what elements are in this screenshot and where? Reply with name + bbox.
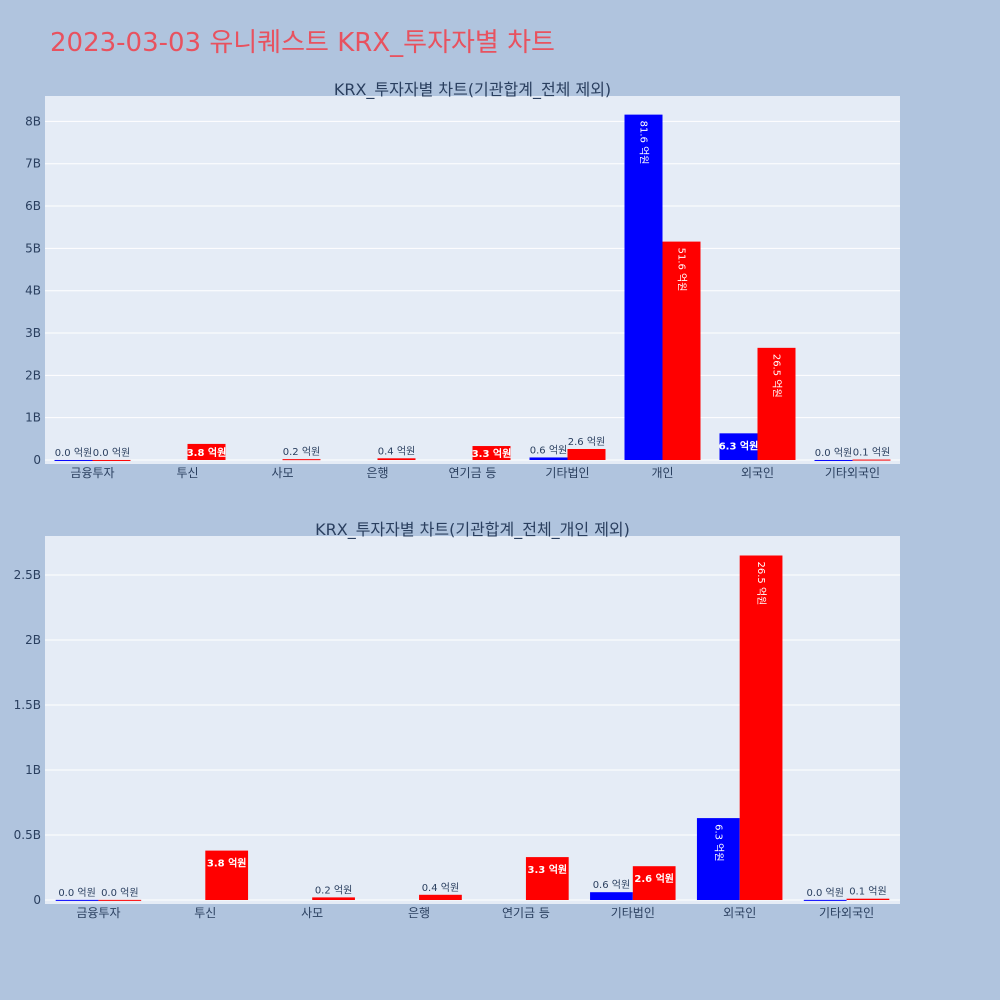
bar (377, 458, 416, 460)
data-label: 0.0 억원 (806, 887, 843, 899)
x-tick-label: 연기금 등 (502, 906, 550, 920)
x-tick-label: 외국인 (741, 466, 774, 480)
bar (98, 899, 142, 901)
data-label: 26.5 억원 (771, 354, 783, 398)
y-tick-label: 0 (33, 453, 41, 467)
y-tick-label: 0.5B (14, 828, 41, 842)
bar (852, 459, 891, 461)
bar (719, 433, 758, 460)
data-label: 2.6 억원 (634, 872, 674, 885)
y-tick-label: 5B (25, 241, 41, 255)
y-tick-label: 1B (25, 763, 41, 777)
bar (567, 448, 606, 460)
y-tick-label: 8B (25, 114, 41, 128)
bar (696, 818, 740, 900)
data-label: 0.6 억원 (530, 444, 567, 456)
bar (529, 457, 568, 460)
y-tick-label: 4B (25, 284, 41, 298)
bar (662, 241, 701, 460)
y-tick-label: 1B (25, 411, 41, 425)
data-label: 0.1 억원 (853, 447, 890, 459)
x-tick-label: 투신 (176, 466, 198, 480)
x-tick-label: 투신 (194, 906, 216, 920)
data-label: 0.0 억원 (58, 887, 95, 899)
page-title: 2023-03-03 유니퀘스트 KRX_투자자별 차트 (50, 28, 555, 58)
bar (803, 899, 847, 901)
data-label: 0.2 억원 (315, 884, 352, 896)
bar (525, 857, 569, 900)
x-tick-label: 금융투자 (76, 906, 120, 920)
data-label: 3.3 억원 (472, 447, 512, 460)
x-tick-label: 사모 (301, 906, 323, 920)
bar (55, 899, 99, 901)
bar (312, 897, 355, 900)
bar (624, 114, 663, 460)
y-tick-label: 2B (25, 368, 41, 382)
data-label: 26.5 억원 (755, 562, 767, 606)
data-label: 0.0 억원 (101, 887, 138, 899)
y-tick-label: 1.5B (14, 698, 41, 712)
y-tick-label: 3B (25, 326, 41, 340)
bar (54, 459, 93, 461)
bar (632, 866, 676, 900)
data-label: 0.0 억원 (55, 447, 92, 459)
x-tick-label: 기타외국인 (825, 466, 880, 480)
y-tick-label: 6B (25, 199, 41, 213)
data-label: 0.4 억원 (378, 445, 415, 457)
y-tick-label: 0 (33, 893, 41, 907)
y-tick-label: 7B (25, 157, 41, 171)
bar (282, 459, 321, 461)
x-tick-label: 기타법인 (545, 466, 589, 480)
data-label: 0.0 억원 (93, 447, 130, 459)
chart-panel-2: KRX_투자자별 차트(기관합계_전체_개인 제외) 0 0.5B 1B 1.5B 2B 2… (14, 520, 900, 920)
x-tick-label: 연기금 등 (449, 466, 497, 480)
chart-panel-1: KRX_투자자별 차트(기관합계_전체 제외) 0 1B 2B 3B 4B 5B 6B 7B 8B… (25, 80, 900, 480)
data-label: 0.2 억원 (283, 446, 320, 458)
data-label: 0.0 억원 (815, 447, 852, 459)
x-tick-label: 금융투자 (70, 466, 114, 480)
data-label: 3.8 억원 (207, 857, 247, 870)
data-label: 3.8 억원 (187, 446, 227, 459)
bar (187, 443, 226, 460)
bar (92, 459, 131, 461)
x-tick-label: 기타법인 (611, 906, 655, 920)
bar (590, 892, 633, 900)
bar (205, 850, 249, 900)
x-tick-label: 개인 (651, 466, 673, 480)
bar (419, 894, 462, 900)
data-label: 3.3 억원 (528, 863, 568, 876)
bar (757, 347, 796, 460)
data-label: 81.6 억원 (638, 121, 650, 165)
x-tick-label: 사모 (271, 466, 293, 480)
x-tick-label: 외국인 (723, 906, 756, 920)
chart-title: KRX_투자자별 차트(기관합계_전체_개인 제외) (315, 520, 630, 540)
x-tick-label: 기타외국인 (819, 906, 874, 920)
data-label: 2.6 억원 (568, 436, 605, 448)
data-label: 6.3 억원 (712, 824, 724, 861)
x-tick-label: 은행 (366, 465, 388, 480)
data-label: 6.3 억원 (719, 439, 759, 452)
bar (472, 446, 511, 460)
chart-title: KRX_투자자별 차트(기관합계_전체 제외) (334, 80, 611, 100)
data-label: 0.4 억원 (422, 882, 459, 894)
data-label: 0.1 억원 (849, 886, 886, 898)
y-tick-label: 2B (25, 633, 41, 647)
data-label: 0.6 억원 (593, 879, 630, 891)
x-tick-label: 은행 (408, 905, 430, 920)
bar (814, 459, 853, 461)
data-label: 51.6 억원 (676, 248, 688, 292)
y-tick-label: 2.5B (14, 568, 41, 582)
bar (846, 898, 890, 900)
bar (739, 555, 783, 900)
